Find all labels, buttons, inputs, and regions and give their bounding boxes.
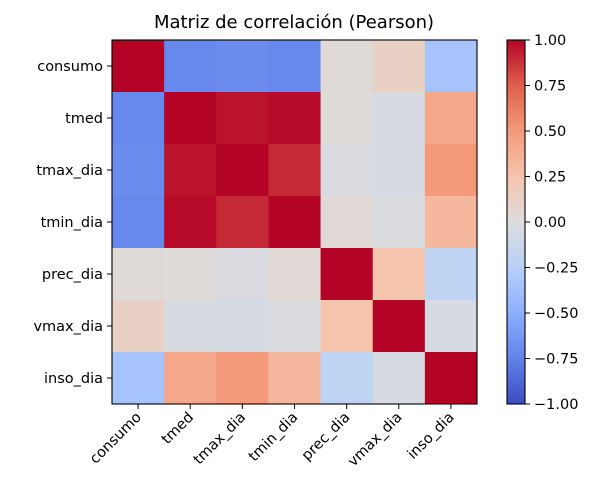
x-tick-label: consumo: [87, 409, 145, 467]
x-tick-label: tmax_dia: [191, 410, 249, 468]
heatmap-cell-0-3: [268, 40, 321, 93]
colorbar-tick-label: 0.00: [534, 215, 566, 231]
y-tick-label: tmin_dia: [41, 215, 103, 231]
heatmap-cell-6-1: [164, 352, 217, 405]
heatmap-cell-2-3: [268, 144, 321, 197]
heatmap-cell-0-2: [216, 40, 269, 93]
heatmap-cell-6-5: [372, 352, 426, 405]
heatmap-cell-1-4: [320, 92, 374, 145]
heatmap-cell-2-1: [164, 144, 217, 197]
heatmap-cell-6-4: [320, 352, 374, 405]
y-axis-ticks: consumo tmed tmax_dia tmin_dia prec_dia vmax_…: [33, 59, 112, 387]
colorbar-tick-label: −0.75: [534, 352, 578, 368]
y-tick-label: inso_dia: [44, 371, 103, 387]
x-axis-ticks: consumo tmedtmax_diatmin_diaprec_diavmax_…: [87, 404, 458, 470]
heatmap-cell-2-5: [372, 144, 426, 197]
heatmap-cell-6-6: [424, 352, 478, 405]
heatmap-cell-3-1: [164, 196, 217, 249]
x-tick-label: prec_dia: [299, 410, 354, 465]
colorbar-ticks: 1.00 0.75 0.50 0.25 0.00 −0.25 −0.50 −0.75 −1.00: [525, 33, 578, 413]
heatmap-cell-0-1: [164, 40, 217, 93]
heatmap-cell-4-5: [372, 248, 426, 301]
heatmap-cells: [112, 40, 478, 405]
heatmap-cell-3-3: [268, 196, 321, 249]
heatmap-cell-1-3: [268, 92, 321, 145]
heatmap-cell-5-0: [112, 300, 165, 353]
heatmap-cell-5-5: [372, 300, 426, 353]
heatmap-cell-1-0: [112, 92, 165, 145]
heatmap-cell-5-2: [216, 300, 269, 353]
x-tick-label: vmax_dia: [345, 410, 405, 470]
y-tick-label: prec_dia: [42, 267, 103, 283]
heatmap-cell-4-4: [320, 248, 374, 301]
heatmap-cell-4-0: [112, 248, 165, 301]
heatmap-cell-2-2: [216, 144, 269, 197]
y-tick-label: tmax_dia: [36, 163, 103, 179]
heatmap-cell-2-4: [320, 144, 374, 197]
heatmap-cell-4-6: [424, 248, 478, 301]
heatmap-cell-5-3: [268, 300, 321, 353]
heatmap-cell-1-2: [216, 92, 269, 145]
heatmap-cell-0-6: [424, 40, 478, 93]
heatmap-cell-4-1: [164, 248, 217, 301]
colorbar-tick-label: −1.00: [534, 397, 578, 413]
y-tick-label: vmax_dia: [33, 319, 103, 335]
colorbar-tick-label: 0.75: [534, 79, 566, 95]
heatmap-cell-1-5: [372, 92, 426, 145]
colorbar: [507, 40, 525, 404]
heatmap-cell-3-6: [424, 196, 478, 249]
heatmap-cell-5-4: [320, 300, 374, 353]
heatmap-cell-6-3: [268, 352, 321, 405]
heatmap-cell-6-2: [216, 352, 269, 405]
heatmap-cell-3-0: [112, 196, 165, 249]
heatmap-cell-3-5: [372, 196, 426, 249]
colorbar-tick-label: 1.00: [534, 33, 566, 49]
heatmap-cell-2-6: [424, 144, 478, 197]
chart-title: Matriz de correlación (Pearson): [154, 12, 434, 33]
heatmap-cell-3-2: [216, 196, 269, 249]
x-tick-label: inso_dia: [405, 410, 458, 463]
heatmap-cell-5-1: [164, 300, 217, 353]
heatmap-cell-5-6: [424, 300, 478, 353]
heatmap-cell-1-6: [424, 92, 478, 145]
heatmap-cell-1-1: [164, 92, 217, 145]
colorbar-tick-label: 0.25: [534, 170, 566, 186]
y-tick-label: tmed: [65, 111, 103, 127]
heatmap-cell-3-4: [320, 196, 374, 249]
heatmap-cell-0-0: [112, 40, 165, 93]
colorbar-tick-label: 0.50: [534, 124, 566, 140]
heatmap-cell-6-0: [112, 352, 165, 405]
heatmap-cell-0-4: [320, 40, 374, 93]
y-tick-label: consumo: [37, 59, 103, 75]
heatmap-cell-2-0: [112, 144, 165, 197]
colorbar-tick-label: −0.25: [534, 261, 578, 277]
heatmap-cell-0-5: [372, 40, 426, 93]
x-tick-label: tmed: [159, 410, 197, 448]
heatmap-cell-4-3: [268, 248, 321, 301]
x-tick-label: tmin_dia: [246, 410, 301, 465]
colorbar-tick-label: −0.50: [534, 306, 578, 322]
heatmap-cell-4-2: [216, 248, 269, 301]
